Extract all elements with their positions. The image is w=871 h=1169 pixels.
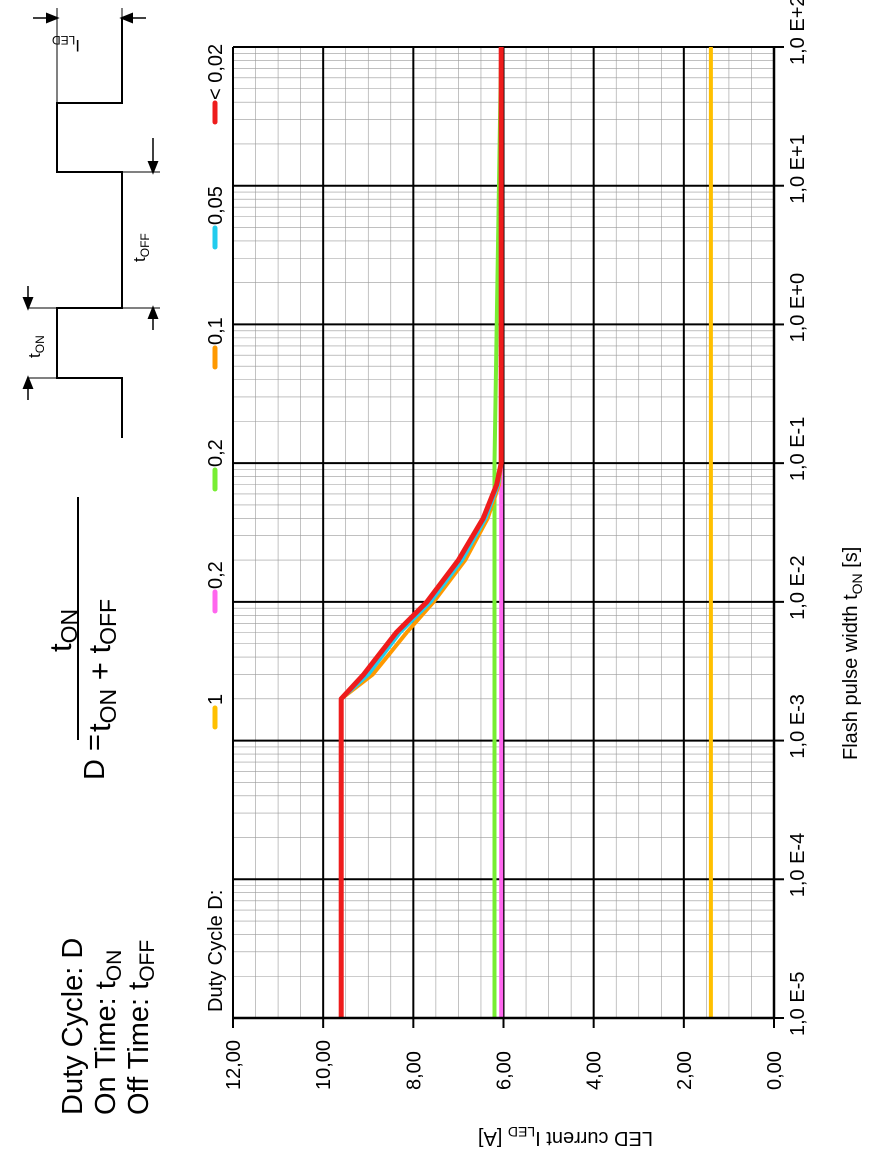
x-tick-label: 1,0 E-4: [787, 833, 809, 897]
series-layer: [338, 46, 713, 1018]
y-tick-label: 8,00: [403, 1051, 425, 1090]
definition-on-time: On Time: tON: [90, 950, 126, 1115]
legend-label-5: 0,05: [205, 186, 227, 225]
formula-lhs: D =: [79, 734, 111, 780]
x-tick-label: 1,0 E+1: [787, 134, 809, 204]
i-led-label: ILED: [52, 33, 80, 55]
legend-layer: 1 0,2 0,2 0,1 0,05 < 0,02: [205, 44, 227, 730]
duty-cycle-formula: D = tON tON + tOFF: [43, 497, 121, 780]
y-tick-label: 4,00: [584, 1051, 606, 1090]
y-tick-label: 6,00: [494, 1051, 516, 1090]
legend-label-1: 1: [205, 694, 227, 705]
formula-numerator: tON: [43, 609, 82, 652]
t-on-arrowhead-2: [22, 297, 34, 311]
i-led-arrowhead-2: [119, 12, 133, 24]
series-line-6: [338, 47, 504, 1018]
pulse-waveform-diagram: [22, 8, 160, 438]
x-tick-label: 1,0 E-1: [787, 417, 809, 481]
formula-denominator: tON + tOFF: [82, 599, 121, 732]
definitions-block: Duty Cycle: D On Time: tON Off Time: tOF…: [57, 938, 159, 1115]
t-off-arrowhead-1: [147, 305, 159, 319]
legend-label-4: 0,1: [205, 317, 227, 345]
x-tick-label: 1,0 E-3: [787, 694, 809, 758]
legend-label-6: < 0,02: [205, 44, 227, 100]
y-tick-label: 10,00: [313, 1040, 335, 1090]
axis-layer: [232, 46, 784, 1028]
t-on-label: tON: [25, 335, 47, 358]
definition-off-time: Off Time: tOFF: [123, 940, 159, 1115]
legend-title: Duty Cycle D:: [205, 890, 227, 1012]
y-tick-label: 0,00: [764, 1051, 786, 1090]
x-tick-label: 1,0 E-5: [787, 972, 809, 1036]
legend-label-3: 0,2: [205, 439, 227, 467]
i-led-arrowhead-1: [46, 12, 60, 24]
legend-label-2: 0,2: [205, 561, 227, 589]
t-off-arrowhead-2: [147, 161, 159, 175]
x-tick-label: 1,0 E+0: [787, 273, 809, 343]
pulse-waveform: [56, 18, 123, 438]
y-axis-title: LED current ILED [A]: [478, 1124, 653, 1149]
t-on-arrowhead-1: [22, 375, 34, 389]
y-tick-label: 12,00: [223, 1040, 245, 1090]
x-axis-title: Flash pulse width tON [s]: [840, 547, 865, 760]
tick-labels: 1,0 E-5 1,0 E-4 1,0 E-3 1,0 E-2 1,0 E-1 1,0 E…: [223, 0, 809, 1090]
y-tick-label: 2,00: [674, 1051, 696, 1090]
x-tick-label: 1,0 E+2: [787, 0, 809, 65]
t-off-label: tOFF: [130, 233, 152, 262]
definition-duty-cycle: Duty Cycle: D: [57, 938, 89, 1115]
x-tick-label: 1,0 E-2: [787, 555, 809, 619]
